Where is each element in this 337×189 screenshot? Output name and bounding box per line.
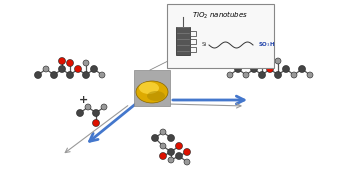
Circle shape (66, 71, 73, 78)
Circle shape (83, 71, 90, 78)
Circle shape (99, 72, 105, 78)
Ellipse shape (139, 82, 159, 94)
Circle shape (227, 72, 233, 78)
Circle shape (184, 159, 190, 165)
Circle shape (176, 153, 183, 160)
Circle shape (34, 71, 41, 78)
Circle shape (51, 71, 58, 78)
Text: SO$_3$H: SO$_3$H (258, 41, 275, 50)
Circle shape (92, 119, 99, 126)
Circle shape (152, 135, 158, 142)
Circle shape (243, 72, 249, 78)
Circle shape (85, 104, 91, 110)
Circle shape (168, 157, 174, 163)
FancyBboxPatch shape (167, 4, 274, 68)
Circle shape (275, 71, 281, 78)
Circle shape (167, 135, 175, 142)
Circle shape (258, 71, 266, 78)
Bar (190, 31, 196, 36)
Circle shape (167, 149, 175, 156)
Circle shape (299, 66, 306, 73)
Bar (176, 27, 190, 55)
Text: Si: Si (202, 43, 207, 47)
Circle shape (307, 72, 313, 78)
Circle shape (76, 109, 84, 116)
Circle shape (101, 104, 107, 110)
Circle shape (160, 143, 166, 149)
Text: +: + (79, 95, 88, 105)
Circle shape (184, 149, 190, 156)
Circle shape (275, 58, 281, 64)
Circle shape (74, 66, 82, 73)
Circle shape (176, 143, 183, 149)
Circle shape (282, 66, 289, 73)
Circle shape (43, 66, 49, 72)
Circle shape (59, 57, 65, 64)
Circle shape (83, 60, 89, 66)
Circle shape (291, 72, 297, 78)
Circle shape (235, 66, 242, 73)
Circle shape (91, 66, 97, 73)
Circle shape (250, 53, 257, 60)
Circle shape (159, 153, 166, 160)
Ellipse shape (147, 91, 165, 101)
Text: TiO$_2$ nanotubes: TiO$_2$ nanotubes (192, 9, 249, 21)
Circle shape (92, 109, 99, 116)
Circle shape (160, 129, 166, 135)
Circle shape (66, 60, 73, 67)
Circle shape (267, 66, 274, 73)
Circle shape (59, 66, 65, 73)
Bar (190, 47, 196, 52)
Bar (190, 39, 196, 44)
Circle shape (250, 66, 257, 73)
Bar (134, 70, 170, 106)
Circle shape (258, 57, 266, 64)
Ellipse shape (136, 81, 168, 103)
